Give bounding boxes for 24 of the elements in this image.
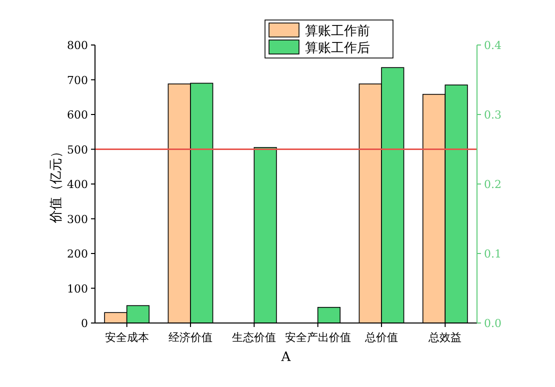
y-tick-label: 700 [67,74,88,87]
y2-tick-label: 0.1 [484,248,502,260]
y-tick-label: 600 [67,108,88,122]
y2-tick-label: 0.4 [484,39,502,52]
y-tick-label: 100 [67,282,88,296]
y-tick-label: 0 [81,317,88,330]
x-axis-title: A [280,350,292,365]
y-tick-label: 200 [67,248,88,260]
x-tick-label: 总效益 [428,331,462,344]
x-tick-label: 经济价值 [168,331,212,344]
y-axis-title: 价值（亿元） [49,145,64,224]
y-tick-label: 300 [67,212,88,226]
x-tick-label: 总价值 [364,331,398,344]
legend-label: 算账工作前 [305,24,370,39]
y2-tick-label: 0.3 [484,108,502,122]
y-tick-label: 500 [67,143,88,156]
x-tick-label: 生态价值 [232,331,276,344]
y-tick-label: 400 [67,178,88,191]
y2-tick-label: 0.0 [484,317,502,330]
x-tick-label: 安全成本 [104,331,149,344]
legend-label: 算账工作后 [305,41,370,56]
x-tick-label: 安全产出价值 [284,331,351,344]
y2-tick-label: 0.2 [484,178,502,191]
y-tick-label: 800 [67,39,88,52]
